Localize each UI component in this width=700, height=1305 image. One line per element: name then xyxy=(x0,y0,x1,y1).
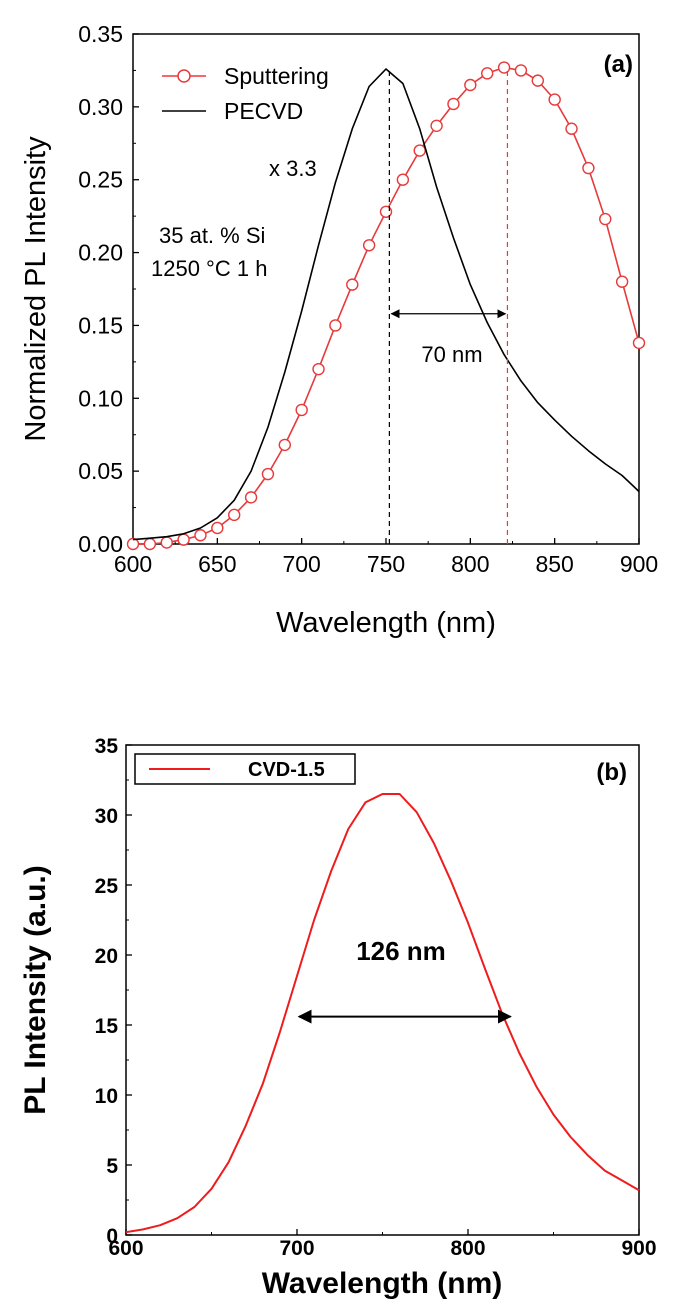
legend-b: CVD-1.5 xyxy=(134,753,356,785)
data-point-sputtering xyxy=(396,173,410,186)
data-point-sputtering xyxy=(565,122,578,135)
data-point-sputtering xyxy=(227,508,241,522)
data-point-sputtering xyxy=(362,239,376,252)
legend-marker-sputtering xyxy=(177,69,191,83)
x-tick-label: 700 xyxy=(279,1237,314,1260)
chart-panel-b: 600 700 800 900 0 5 10 15 20 25 30 35 Wavelength (n… xyxy=(19,735,657,1300)
data-point-sputtering xyxy=(295,403,308,417)
data-point-sputtering xyxy=(346,278,359,291)
data-point-sputtering xyxy=(413,144,426,157)
data-point-sputtering xyxy=(497,61,511,74)
legend-label-pecvd: PECVD xyxy=(224,98,303,124)
series-line-sputtering xyxy=(133,66,640,545)
data-point-sputtering xyxy=(194,529,207,542)
legend-a: Sputtering PECVD xyxy=(162,63,329,124)
x-tick-label: 800 xyxy=(451,551,489,577)
y-tick-label: 0 xyxy=(106,1225,118,1248)
panel-label-b: (b) xyxy=(596,759,627,786)
x-tick-label: 600 xyxy=(108,1237,143,1260)
x-axis-label-b: Wavelength (nm) xyxy=(262,1267,503,1300)
data-point-sputtering xyxy=(312,362,325,376)
x-tick-label: 900 xyxy=(620,551,658,577)
chart-panel-a: 600 650 700 750 800 850 900 0.00 0.05 0.10 0.15 0.2… xyxy=(20,21,658,639)
x-tick-label: 800 xyxy=(450,1237,485,1260)
scale-note: x 3.3 xyxy=(269,156,317,181)
sample-anneal: 1250 °C 1 h xyxy=(151,256,267,281)
data-point-sputtering xyxy=(430,119,443,133)
data-point-sputtering xyxy=(481,67,494,80)
y-tick-label: 35 xyxy=(95,735,119,758)
legend-label-sputtering: Sputtering xyxy=(224,63,329,89)
x-tick-label: 650 xyxy=(198,551,236,577)
data-point-sputtering xyxy=(464,78,477,92)
axis-ticks-a: 600 650 700 750 800 850 900 0.00 0.05 0.10 0.15 0.2… xyxy=(78,21,658,577)
plot-frame-a xyxy=(132,33,640,545)
y-tick-label: 5 xyxy=(106,1155,118,1178)
y-tick-label: 20 xyxy=(95,945,118,968)
x-axis-label-a: Wavelength (nm) xyxy=(276,607,496,639)
y-tick-label: 10 xyxy=(95,1085,118,1108)
x-tick-label: 900 xyxy=(621,1237,656,1260)
y-tick-label: 0.10 xyxy=(78,385,123,411)
data-point-sputtering xyxy=(143,537,157,551)
y-axis-label-a: Normalized PL Intensity xyxy=(20,136,52,442)
annotations-a xyxy=(388,67,509,544)
sample-composition: 35 at. % Si xyxy=(159,223,265,248)
data-point-sputtering xyxy=(531,74,544,87)
y-tick-label: 15 xyxy=(95,1015,119,1038)
y-tick-label: 0.15 xyxy=(78,312,123,338)
series-line-cvd-1-5 xyxy=(125,793,640,1234)
y-tick-label: 25 xyxy=(95,875,119,898)
y-tick-label: 0.25 xyxy=(78,167,123,193)
data-point-sputtering xyxy=(514,64,528,77)
y-tick-label: 0.35 xyxy=(78,21,123,47)
series-layer-a xyxy=(126,61,646,551)
fwhm-label: 126 nm xyxy=(356,936,446,966)
data-point-sputtering xyxy=(244,491,258,504)
data-point-sputtering xyxy=(548,93,561,106)
data-point-sputtering xyxy=(126,537,140,551)
peak-separation-label: 70 nm xyxy=(421,342,482,367)
y-tick-label: 30 xyxy=(95,805,118,828)
data-point-sputtering xyxy=(447,97,460,111)
data-point-sputtering xyxy=(177,533,190,546)
data-point-sputtering xyxy=(261,467,275,481)
data-point-sputtering xyxy=(599,212,612,226)
data-point-sputtering xyxy=(329,319,342,332)
data-point-sputtering xyxy=(615,275,629,288)
y-tick-label: 0.30 xyxy=(78,94,123,120)
data-point-sputtering xyxy=(160,536,173,549)
data-point-sputtering xyxy=(379,205,393,218)
data-point-sputtering xyxy=(211,521,224,535)
panel-label-a: (a) xyxy=(604,51,633,78)
y-tick-label: 0.05 xyxy=(78,458,123,484)
series-line-pecvd xyxy=(132,68,640,541)
axis-ticks-b: 600 700 800 900 0 5 10 15 20 25 30 35 xyxy=(95,735,657,1260)
series-layer-b xyxy=(125,793,640,1234)
x-tick-label: 850 xyxy=(535,551,573,577)
plot-frame-b xyxy=(125,744,640,1236)
data-point-sputtering xyxy=(278,438,291,452)
x-tick-label: 750 xyxy=(367,551,405,577)
data-point-sputtering xyxy=(632,336,646,350)
data-point-sputtering xyxy=(582,161,595,175)
y-axis-label-b: PL Intensity (a.u.) xyxy=(19,865,52,1114)
y-tick-label: 0.20 xyxy=(78,240,123,266)
y-tick-label: 0.00 xyxy=(78,531,123,557)
x-tick-label: 700 xyxy=(282,551,320,577)
x-tick-label: 600 xyxy=(114,551,152,577)
legend-label-cvd: CVD-1.5 xyxy=(248,759,325,781)
